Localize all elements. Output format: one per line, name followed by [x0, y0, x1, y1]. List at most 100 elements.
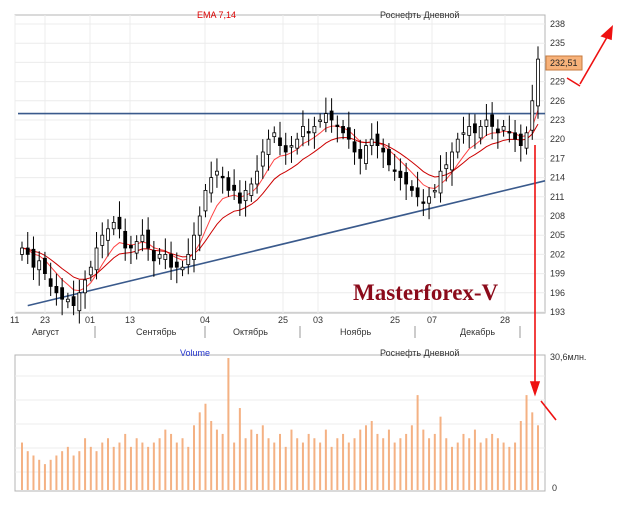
candle-body: [306, 131, 311, 134]
candle-body: [65, 298, 70, 303]
candle-body: [421, 201, 426, 204]
candle-body: [123, 230, 128, 249]
candle-body: [536, 58, 540, 107]
day-tick-label: 11: [10, 315, 19, 325]
trend-lines: [18, 112, 546, 307]
volume-bar: [525, 395, 528, 490]
arrow-short-right: [566, 77, 581, 87]
volume-bar: [129, 446, 132, 490]
volume-bar: [49, 459, 52, 490]
candle-body: [215, 170, 219, 176]
candle-body: [94, 247, 99, 271]
volume-bar: [330, 446, 333, 490]
arrow-volume: [540, 400, 557, 421]
price-tick-label: 214: [550, 173, 565, 183]
candle-body: [151, 250, 156, 262]
volume-title: Volume: [180, 348, 210, 358]
volume-bar: [347, 442, 350, 490]
candle-body: [163, 253, 168, 260]
month-tick-label: Август: [32, 327, 59, 337]
candle-body: [197, 215, 202, 236]
candle-body: [77, 292, 82, 312]
candle-body: [490, 114, 495, 127]
price-tick-label: 223: [550, 115, 565, 125]
price-tick-label: 202: [550, 249, 565, 259]
candle-body: [295, 138, 300, 149]
volume-bar: [445, 438, 448, 490]
volume-bar: [370, 420, 373, 490]
volume-bar: [473, 429, 476, 490]
volume-bar: [279, 433, 281, 490]
candle-body: [25, 247, 30, 255]
day-tick-label: 25: [390, 315, 400, 325]
candle-body: [83, 279, 87, 294]
candle-body: [48, 278, 53, 287]
volume-bar: [462, 433, 465, 490]
volume-bar: [233, 442, 236, 490]
candle-body: [134, 241, 139, 254]
candle-body: [272, 132, 277, 138]
candle-body: [203, 189, 208, 212]
candle-body: [346, 127, 351, 140]
candle-body: [129, 245, 133, 249]
support-trendline: [27, 180, 546, 307]
volume-bar: [290, 429, 293, 490]
volume-bar: [353, 438, 356, 490]
volume-bar: [405, 433, 408, 490]
candlesticks: [20, 46, 540, 324]
volume-max-tick: 30,6млн.: [550, 352, 586, 362]
volume-bar: [250, 429, 253, 490]
price-tick-label: 208: [550, 211, 565, 221]
candle-body: [140, 234, 145, 242]
volume-bar: [422, 429, 425, 490]
volume-bar: [187, 446, 190, 490]
candle-body: [209, 177, 214, 194]
volume-bar: [66, 446, 69, 490]
volume-bar: [433, 433, 436, 490]
volume-bar: [193, 425, 195, 490]
current-price-box: [545, 55, 583, 71]
volume-bar: [428, 438, 431, 490]
date-axis: 11 23 01 13 04 25 03 25 07 28 Август Сентябрь Октябр…: [10, 315, 521, 338]
price-tick-label: 220: [550, 134, 565, 144]
volume-bar: [479, 442, 482, 490]
volume-bar: [313, 438, 316, 490]
watermark: Masterforex-V: [353, 280, 499, 305]
candle-body: [260, 151, 265, 167]
candle-body: [375, 133, 380, 147]
candle-body: [524, 132, 529, 149]
volume-bar: [451, 446, 453, 490]
candle-body: [283, 145, 288, 153]
candle-body: [392, 169, 397, 172]
day-tick-label: 28: [500, 315, 510, 325]
candle-body: [473, 123, 477, 134]
candle-body: [192, 234, 196, 260]
volume-bar: [376, 433, 379, 490]
volume-zero-tick: 0: [552, 483, 557, 493]
volume-bar: [210, 420, 213, 490]
volume-bar: [324, 429, 327, 490]
arrow-up-right: [579, 31, 611, 85]
volume-subtitle: Роснефть Дневной: [380, 348, 459, 358]
day-tick-label: 01: [85, 315, 95, 325]
candle-body: [478, 126, 483, 139]
volume-bar: [95, 451, 98, 490]
price-tick-label: 211: [550, 192, 564, 202]
volume-bar: [307, 433, 310, 490]
volume-bar: [502, 442, 505, 490]
volume-bar: [537, 425, 539, 490]
volume-bar: [531, 412, 534, 490]
candle-body: [369, 138, 374, 146]
price-tick-label: 226: [550, 96, 565, 106]
candle-body: [31, 248, 36, 268]
volume-bars: [21, 358, 539, 490]
price-tick-label: 193: [550, 307, 565, 317]
volume-bar: [519, 420, 522, 490]
price-tick-label: 229: [550, 77, 565, 87]
candle-body: [387, 149, 391, 166]
candle-body: [495, 128, 500, 134]
volume-bar: [410, 425, 413, 490]
volume-bar: [301, 442, 304, 490]
candle-body: [60, 287, 65, 300]
